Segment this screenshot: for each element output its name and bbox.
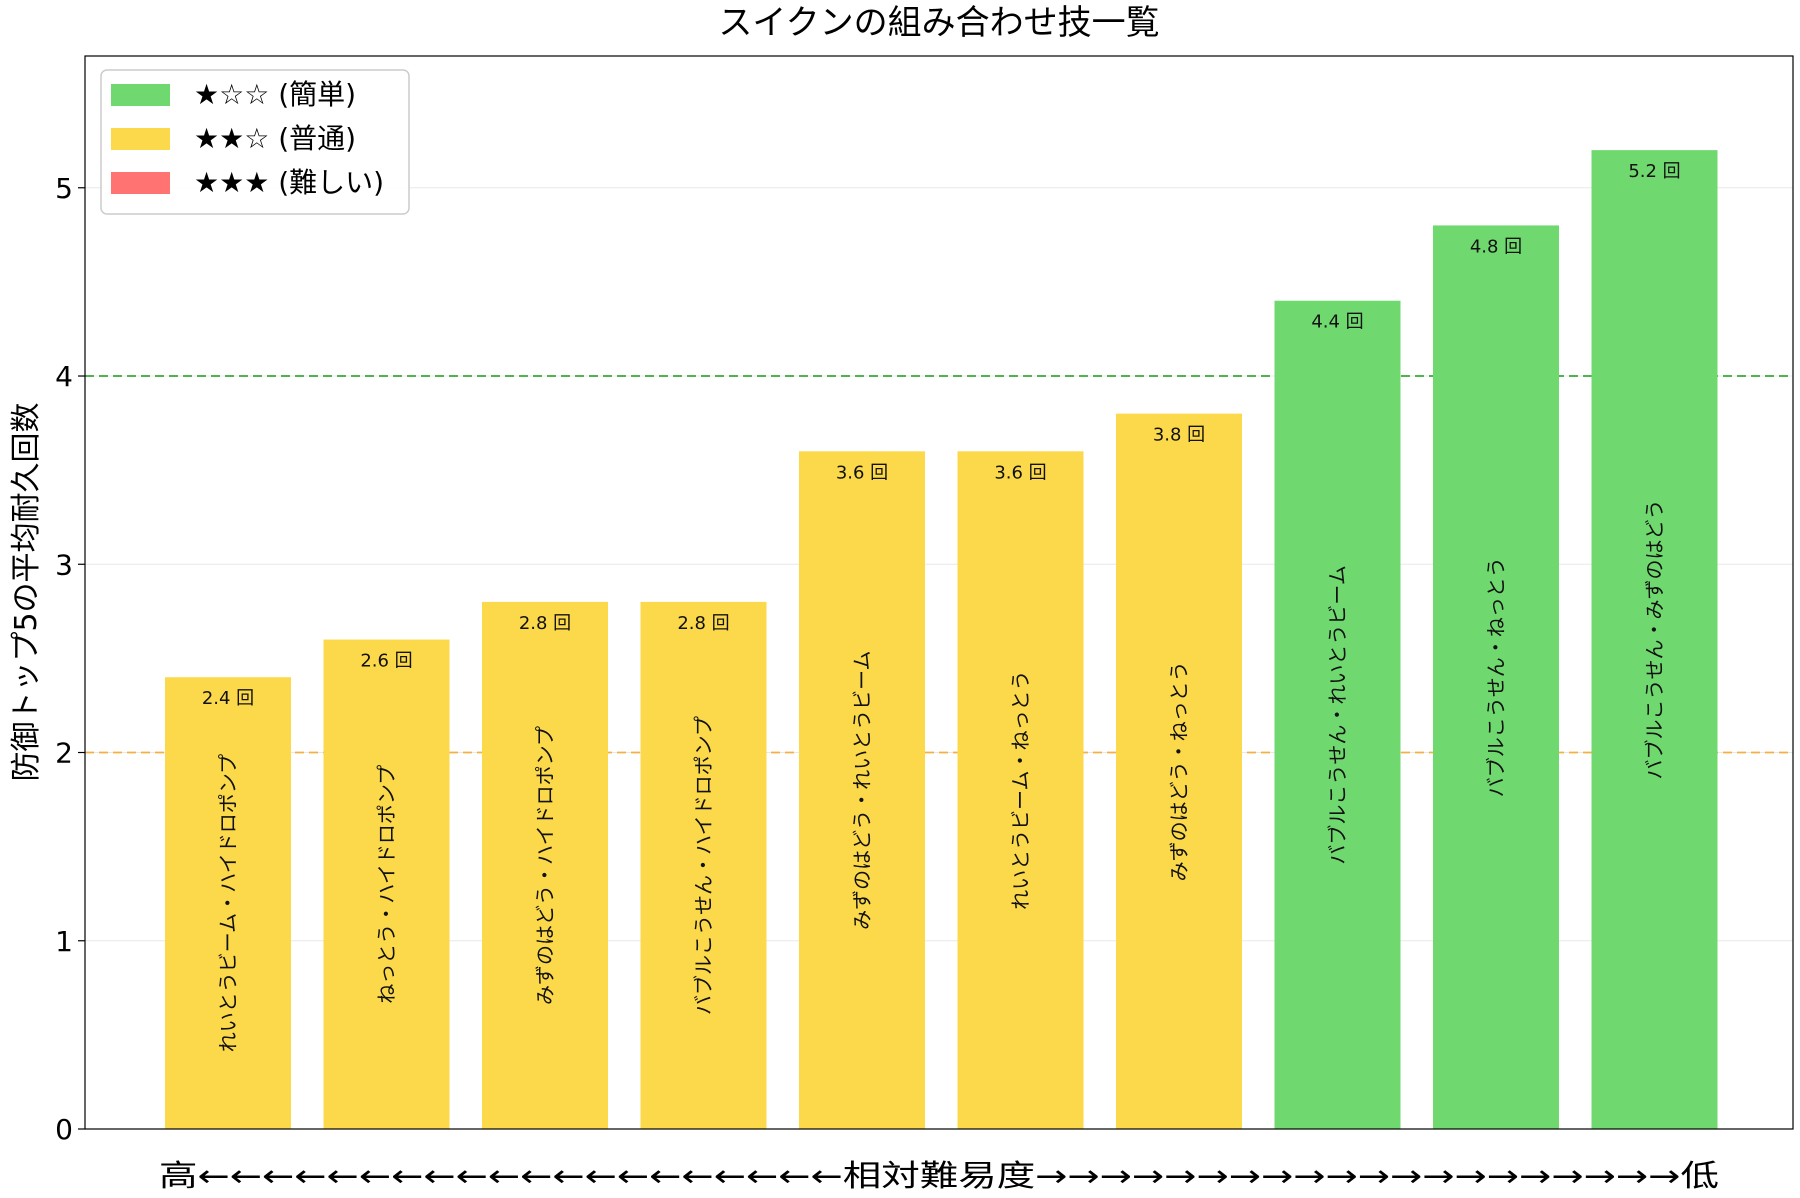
bar-value-label: 3.8 回 (1153, 425, 1205, 446)
plot-frame (84, 55, 1794, 1130)
legend-label: ★☆☆ (簡単) (194, 78, 356, 111)
legend-label: ★★★ (難しい) (194, 166, 384, 199)
y-tick-label: 2 (55, 737, 73, 770)
bar (165, 677, 291, 1129)
bar-value-label: 5.2 回 (1628, 161, 1680, 182)
legend-swatch (111, 128, 170, 150)
bar (1433, 225, 1559, 1130)
bars (165, 150, 1718, 1130)
bar-value-label: 2.8 回 (677, 613, 729, 634)
legend-swatch (111, 172, 170, 194)
legend-label: ★★☆ (普通) (194, 122, 356, 155)
bar (957, 451, 1084, 1129)
bar-value-label: 4.4 回 (1311, 312, 1363, 333)
y-tick-label: 5 (55, 172, 73, 205)
bar-category-label: れいとうビーム・ねっとう (1009, 670, 1033, 909)
bar-value-label: 3.6 回 (836, 462, 888, 483)
bar-category-label: バブルこうせん・みずのはどう (1643, 500, 1667, 780)
y-axis-label: 防御トップ5の平均耐久回数 (9, 402, 44, 781)
bar-value-label: 2.4 回 (202, 688, 254, 709)
y-tick-label: 1 (55, 925, 73, 958)
bar (482, 601, 608, 1129)
x-axis-label: 高←←←←←←←←←←←←←←←←←←←←相対難易度→→→→→→→→→→→→→→… (159, 1159, 1719, 1194)
y-tick-label: 4 (55, 360, 73, 393)
bar (1116, 413, 1242, 1130)
bar-value-label: 2.6 回 (360, 651, 412, 672)
legend-frame (100, 69, 410, 215)
bar-value-label: 3.6 回 (994, 462, 1046, 483)
bar (799, 451, 925, 1129)
bar (640, 601, 767, 1129)
bar-category-label: みずのはどう・れいとうビーム (850, 650, 874, 929)
bar-category-label: みずのはどう・ねっとう (1167, 661, 1191, 881)
y-tick-label: 3 (55, 548, 73, 581)
y-tick-label: 0 (55, 1113, 73, 1146)
bar (323, 639, 450, 1129)
bar-category-label: れいとうビーム・ハイドロポンプ (216, 754, 240, 1052)
y-axis-ticks: 0 1 2 3 4 5 (55, 172, 85, 1146)
legend: ★☆☆ (簡単) ★★☆ (普通) ★★★ (難しい) (100, 69, 410, 215)
bar (1274, 300, 1401, 1129)
bar-category-label: バブルこうせん・れいとうビーム (1326, 565, 1350, 864)
chart-title: スイクンの組み合わせ技一覧 (718, 3, 1159, 43)
bar-category-label: みずのはどう・ハイドロポンプ (533, 726, 557, 1005)
bar-value-label: 4.8 回 (1470, 236, 1522, 257)
legend-swatch (111, 84, 170, 106)
bar-value-label: 2.8 回 (519, 613, 571, 634)
bar (1591, 150, 1718, 1129)
bar-category-label: バブルこうせん・ねっとう (1484, 557, 1508, 797)
bar-category-label: バブルこうせん・ハイドロポンプ (692, 716, 716, 1015)
bar-category-label: ねっとう・ハイドロポンプ (375, 765, 399, 1004)
